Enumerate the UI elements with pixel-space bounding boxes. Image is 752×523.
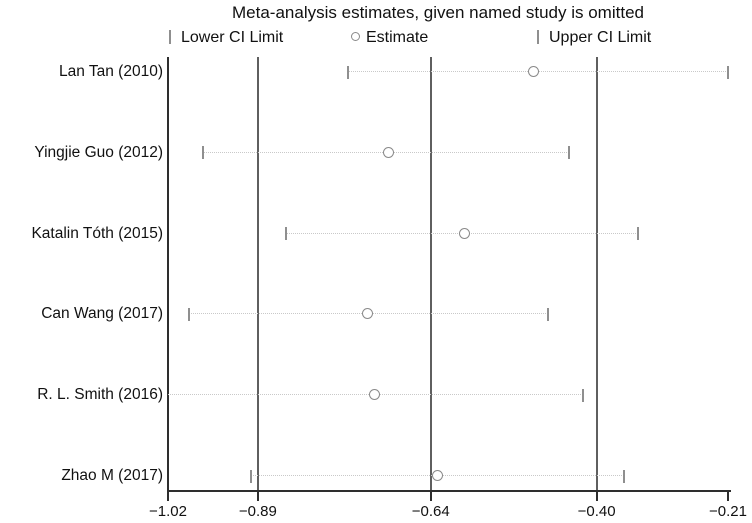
x-axis-tick-label: −0.64 [411,503,450,520]
chart-title: Meta-analysis estimates, given named stu… [232,3,644,22]
reference-line-overall-estimate [429,57,432,491]
lower-ci-tick [284,227,287,241]
study-label: Yingjie Guo (2012) [34,143,163,161]
upper-ci-tick [623,469,626,483]
x-axis-tick-label: −0.40 [577,503,616,520]
upper-ci-tick [727,65,729,79]
lower-ci-tick [346,65,349,79]
upper-ci-tick [637,227,640,241]
legend-lower-ci-label: Lower CI Limit [181,29,284,46]
x-axis-tick-label: −0.21 [709,503,747,520]
upper-ci-tick [567,146,570,160]
reference-line-overall-upper-ci [595,57,598,491]
lower-ci-tick [201,146,204,160]
study-label: Lan Tan (2010) [59,63,163,80]
study-label: R. L. Smith (2016) [37,386,163,404]
x-axis-tick [727,492,729,501]
y-axis-line [167,57,169,492]
legend-estimate-circle-icon [351,32,360,41]
legend-lower-ci-tick-icon [169,30,171,44]
x-axis-line [167,490,731,492]
x-axis-tick [167,492,169,501]
reference-line-overall-lower-ci [256,57,259,491]
x-axis-tick [595,492,598,501]
study-label: Can Wang (2017) [41,305,163,323]
x-axis-tick-label: −1.02 [149,503,187,520]
lower-ci-tick [187,307,190,321]
estimate-marker [459,227,471,239]
x-axis-tick [429,492,432,501]
study-label: Zhao M (2017) [61,467,163,484]
estimate-marker [369,389,381,401]
lower-ci-tick [249,469,252,483]
study-label: Katalin Tóth (2015) [31,224,163,242]
upper-ci-tick [581,388,584,402]
legend-upper-ci-tick-icon [537,30,539,44]
estimate-marker [383,146,395,158]
x-axis-tick-label: −0.89 [238,503,277,520]
x-axis-tick [256,492,259,501]
upper-ci-tick [547,307,550,321]
estimate-marker [431,470,443,481]
estimate-marker [362,308,374,320]
estimate-marker [528,66,540,77]
legend-estimate-label: Estimate [366,29,429,46]
legend-upper-ci-label: Upper CI Limit [549,29,652,46]
